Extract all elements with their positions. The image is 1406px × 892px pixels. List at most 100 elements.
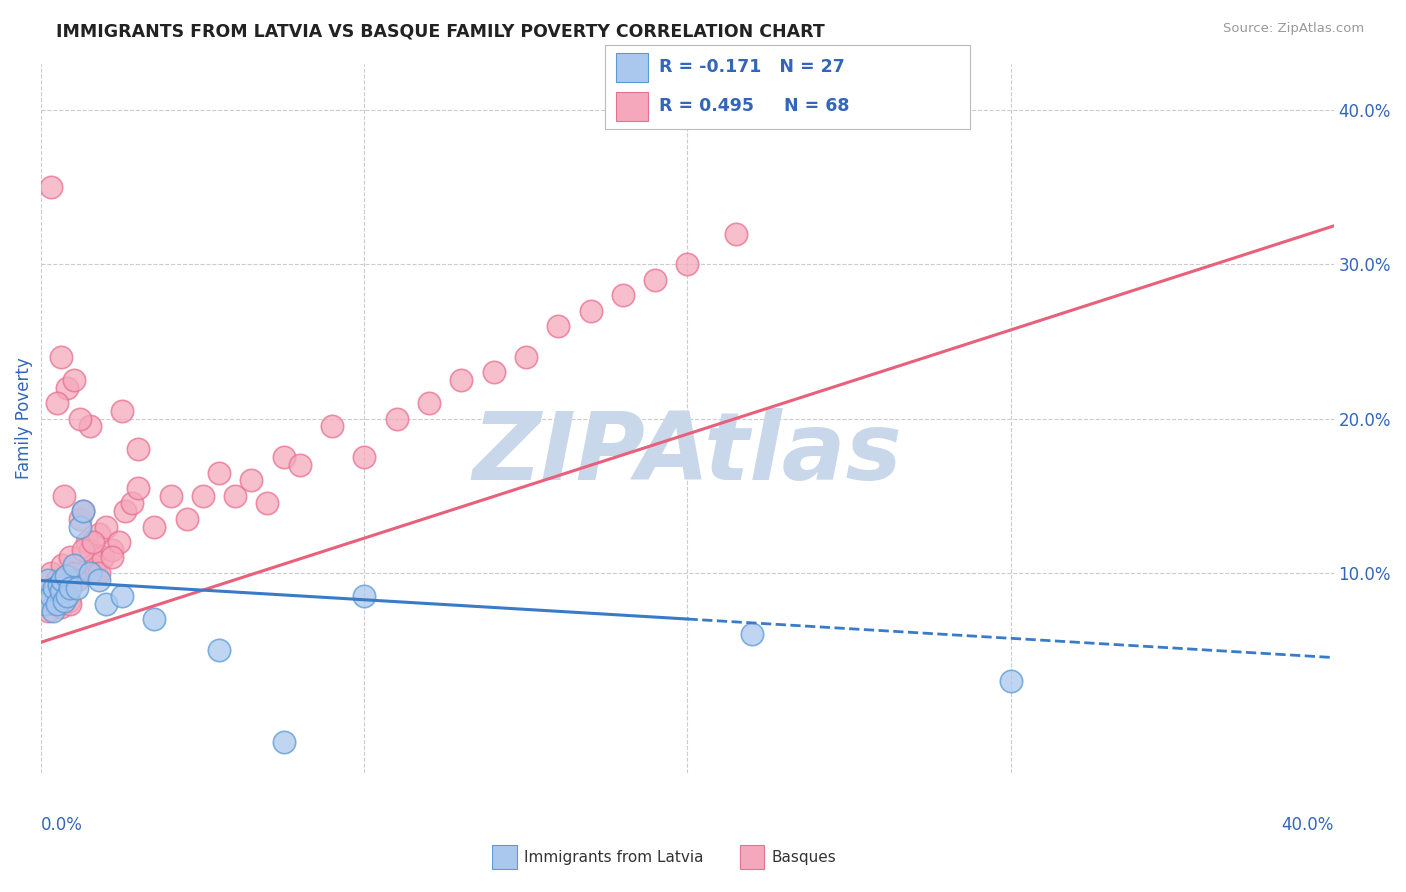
- Point: [49, 350, 72, 364]
- Point: [56, 589, 79, 603]
- Text: R = -0.171   N = 27: R = -0.171 N = 27: [659, 59, 845, 77]
- Point: [46, 396, 69, 410]
- Point: [89, 574, 111, 588]
- Text: ZIPAtlas: ZIPAtlas: [472, 408, 903, 500]
- Point: [69, 411, 91, 425]
- Point: [49, 584, 72, 599]
- Point: [224, 489, 246, 503]
- Point: [72, 504, 94, 518]
- Point: [52, 489, 75, 503]
- Point: [191, 489, 214, 503]
- Point: [34, 597, 56, 611]
- Point: [176, 512, 198, 526]
- Point: [89, 527, 111, 541]
- Point: [240, 473, 263, 487]
- Point: [55, 569, 77, 583]
- Point: [39, 589, 62, 603]
- Point: [62, 566, 84, 580]
- Point: [49, 599, 72, 614]
- Point: [79, 566, 101, 580]
- Point: [84, 566, 107, 580]
- Point: [724, 227, 747, 241]
- Point: [676, 257, 699, 271]
- Point: [66, 574, 89, 588]
- Point: [59, 581, 82, 595]
- Point: [79, 419, 101, 434]
- Point: [612, 288, 634, 302]
- Point: [256, 496, 278, 510]
- Point: [159, 489, 181, 503]
- Point: [46, 574, 69, 588]
- Point: [482, 365, 505, 379]
- Point: [41, 604, 63, 618]
- Point: [72, 504, 94, 518]
- Point: [321, 419, 343, 434]
- Point: [59, 550, 82, 565]
- Point: [94, 597, 117, 611]
- Point: [114, 504, 136, 518]
- Point: [143, 519, 166, 533]
- Point: [39, 180, 62, 194]
- Text: R = 0.495     N = 68: R = 0.495 N = 68: [659, 96, 849, 114]
- Point: [208, 466, 231, 480]
- Point: [208, 643, 231, 657]
- Point: [55, 589, 77, 603]
- Bar: [740, 846, 765, 869]
- Point: [51, 574, 73, 588]
- Point: [52, 578, 75, 592]
- Point: [288, 458, 311, 472]
- Point: [547, 319, 569, 334]
- Bar: [492, 846, 517, 869]
- Point: [101, 550, 124, 565]
- Point: [121, 496, 143, 510]
- Point: [741, 627, 763, 641]
- Point: [644, 273, 666, 287]
- Text: 40.0%: 40.0%: [1281, 816, 1334, 834]
- Point: [418, 396, 440, 410]
- Point: [82, 558, 104, 572]
- Point: [515, 350, 537, 364]
- Point: [69, 512, 91, 526]
- Point: [56, 381, 79, 395]
- Point: [273, 450, 295, 465]
- Point: [41, 581, 63, 595]
- Point: [58, 593, 80, 607]
- Point: [66, 581, 89, 595]
- Point: [82, 535, 104, 549]
- Point: [353, 589, 375, 603]
- Point: [48, 578, 70, 592]
- Text: Immigrants from Latvia: Immigrants from Latvia: [523, 850, 703, 864]
- Point: [353, 450, 375, 465]
- Point: [72, 542, 94, 557]
- Point: [62, 373, 84, 387]
- Point: [111, 589, 134, 603]
- Point: [127, 442, 149, 457]
- Y-axis label: Family Poverty: Family Poverty: [15, 358, 32, 480]
- Point: [79, 542, 101, 557]
- Point: [111, 404, 134, 418]
- Point: [385, 411, 408, 425]
- Point: [89, 566, 111, 580]
- Point: [108, 535, 131, 549]
- Point: [52, 593, 75, 607]
- Point: [44, 581, 66, 595]
- Point: [273, 735, 295, 749]
- Point: [37, 604, 59, 618]
- Point: [94, 519, 117, 533]
- Text: 0.0%: 0.0%: [41, 816, 83, 834]
- Point: [51, 558, 73, 572]
- Point: [56, 569, 79, 583]
- Point: [91, 550, 114, 565]
- Text: Source: ZipAtlas.com: Source: ZipAtlas.com: [1223, 22, 1364, 36]
- Point: [39, 566, 62, 580]
- Point: [69, 519, 91, 533]
- Point: [579, 303, 602, 318]
- Point: [62, 558, 84, 572]
- Point: [34, 589, 56, 603]
- Point: [143, 612, 166, 626]
- Point: [48, 584, 70, 599]
- Point: [101, 542, 124, 557]
- Point: [37, 574, 59, 588]
- Point: [44, 597, 66, 611]
- Point: [46, 597, 69, 611]
